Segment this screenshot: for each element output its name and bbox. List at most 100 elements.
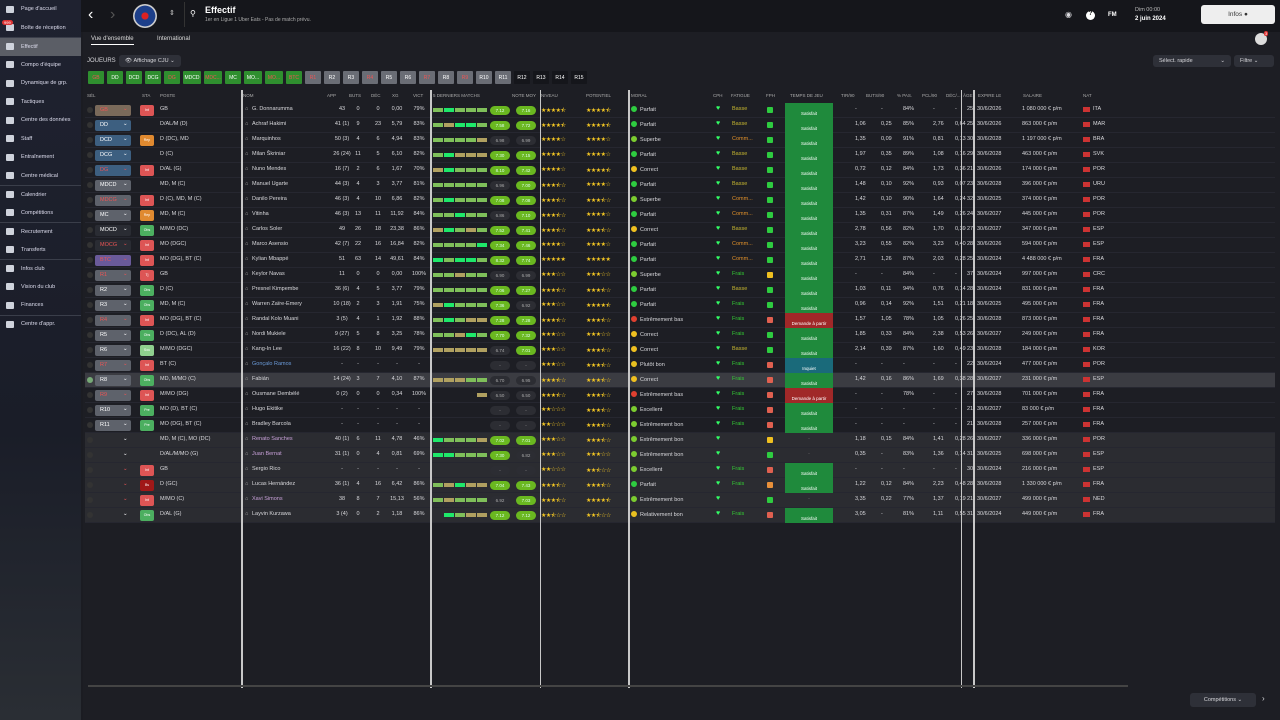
select-radio[interactable] — [87, 332, 93, 338]
search-icon[interactable]: ⚲ — [190, 9, 196, 18]
role-dropdown[interactable]: R6 ⌄ — [95, 345, 131, 356]
column-header[interactable]: ÂGE — [963, 93, 973, 98]
club-crest-logo[interactable] — [133, 4, 157, 28]
role-dropdown[interactable]: ⌄ — [95, 480, 131, 491]
formation-button[interactable]: R12 — [514, 71, 530, 84]
sidebar-item[interactable]: Recrutement — [0, 222, 81, 241]
sidebar-item[interactable]: Calendrier — [0, 185, 81, 204]
globe-icon[interactable]: ◉ — [1065, 10, 1072, 19]
table-row[interactable]: R9 ⌄ Int M/MO (DG) ⌂ Ousmane Dembélé 0 (2) 0 0 0,… — [85, 388, 1275, 403]
column-header[interactable]: DÉC — [371, 93, 381, 98]
role-dropdown[interactable]: ⌄ — [95, 450, 131, 461]
sidebar-item[interactable]: Entraînement — [0, 148, 81, 167]
table-row[interactable]: MDCD ⌄ MD, M (C) ⌂ Manuel Ugarte 44 (3) 4 3 3,77… — [85, 178, 1275, 193]
role-dropdown[interactable]: R4 ⌄ — [95, 315, 131, 326]
sidebar-item[interactable]: Compétitions — [0, 204, 81, 223]
select-radio[interactable] — [87, 287, 93, 293]
sidebar-item[interactable]: Boîte de réception 999 — [0, 19, 81, 38]
select-radio[interactable] — [87, 317, 93, 323]
formation-button[interactable]: R15 — [571, 71, 587, 84]
filter-button[interactable]: Filtre ⌄ — [1234, 55, 1274, 67]
select-radio[interactable] — [87, 497, 93, 503]
role-dropdown[interactable]: ⌄ — [95, 510, 131, 521]
table-row[interactable]: R4 ⌄ Int MO (DG), BT (C) ⌂ Randal Kolo Muani 3… — [85, 313, 1275, 328]
role-dropdown[interactable]: MOCD ⌄ — [95, 225, 131, 236]
formation-button[interactable]: R13 — [533, 71, 549, 84]
role-dropdown[interactable]: R8 ⌄ — [95, 375, 131, 386]
role-dropdown[interactable]: MDCG ⌄ — [95, 195, 131, 206]
select-radio[interactable] — [87, 137, 93, 143]
table-row[interactable]: DG ⌄ Int D/AL (G) ⌂ Nuno Mendes 16 (7) 2 6 1,67 70… — [85, 163, 1275, 178]
role-dropdown[interactable]: DCG ⌄ — [95, 150, 131, 161]
role-dropdown[interactable]: DG ⌄ — [95, 165, 131, 176]
table-row[interactable]: ⌄ Bs D (GC) ⌂ Lucas Hernández 36 (1) 4 16 6,42 86… — [85, 478, 1275, 493]
column-header[interactable]: STA — [142, 93, 151, 98]
table-row[interactable]: R6 ⌄ Sou M/MO (DGC) ⌂ Kang-In Lee 16 (22) 8 10 9,… — [85, 343, 1275, 358]
column-header[interactable]: APP — [327, 93, 337, 98]
help-icon[interactable]: ? — [1086, 11, 1095, 20]
column-header[interactable]: NOTE MOY — [512, 93, 537, 98]
infos-button[interactable]: Infos ● — [1201, 5, 1275, 24]
table-row[interactable]: R10 ⌄ Pre MO (D), BT (C) ⌂ Hugo Ekitike - - - - - -… — [85, 403, 1275, 418]
formation-button[interactable]: R8 — [438, 71, 454, 84]
column-header[interactable]: FPH — [766, 93, 775, 98]
role-dropdown[interactable]: R10 ⌄ — [95, 405, 131, 416]
column-header[interactable]: 5 DERNIERS MATCHS — [433, 93, 480, 98]
sidebar-item[interactable]: Tactiques — [0, 93, 81, 112]
column-header[interactable]: BUTS — [349, 93, 362, 98]
sidebar-item[interactable]: Staff — [0, 130, 81, 149]
select-radio[interactable] — [87, 407, 93, 413]
table-row[interactable]: R8 ⌄ Obs MD, M/MO (C) ⌂ Fabián 14 (24) 3 7 4,10 87… — [85, 373, 1275, 388]
view-dropdown[interactable]: 👁 Affichage CJU ⌄ — [119, 55, 181, 67]
table-row[interactable]: R5 ⌄ Obs D (DC), AL (D) ⌂ Nordi Mukiele 9 (27)… — [85, 328, 1275, 343]
table-row[interactable]: R2 ⌄ Obs D (C) ⌂ Presnel Kimpembe 36 (6) 4 5 3,77… — [85, 283, 1275, 298]
column-header[interactable]: MORAL — [631, 93, 648, 98]
formation-button[interactable]: R14 — [552, 71, 568, 84]
sidebar-item[interactable]: Vision du club — [0, 278, 81, 297]
table-row[interactable]: ⌄ Int M/MO (C) ⌂ Xavi Simons 38 8 7 15,13 56% 6.92… — [85, 493, 1275, 508]
select-radio[interactable] — [87, 302, 93, 308]
table-row[interactable]: DD ⌄ D/AL/M (D) ⌂ Achraf Hakimi 41 (1) 9 23 5,79… — [85, 118, 1275, 133]
table-row[interactable]: ⌄ MD, M (C), MO (DC) ⌂ Renato Sanches 40 (1)… — [85, 433, 1275, 448]
select-radio[interactable] — [87, 452, 93, 458]
formation-button[interactable]: R1 — [305, 71, 321, 84]
role-dropdown[interactable]: R11 ⌄ — [95, 420, 131, 431]
select-radio[interactable] — [87, 512, 93, 518]
formation-button[interactable]: MC — [225, 71, 241, 84]
sidebar-item[interactable]: Dynamique de grp. — [0, 74, 81, 93]
formation-button[interactable]: R7 — [419, 71, 435, 84]
table-row[interactable]: BTC ⌄ Int MO (DG), BT (C) ⌂ Kylian Mbappé 51 63… — [85, 253, 1275, 268]
select-radio[interactable] — [87, 467, 93, 473]
column-header[interactable]: NOM — [243, 93, 254, 98]
sidebar-item[interactable]: Page d'accueil — [0, 0, 81, 19]
role-dropdown[interactable]: ⌄ — [95, 435, 131, 446]
select-radio[interactable] — [87, 377, 93, 383]
role-dropdown[interactable]: DD ⌄ — [95, 120, 131, 131]
column-header[interactable]: VICT — [413, 93, 424, 98]
table-row[interactable]: MDCG ⌄ Int D (C), MD, M (C) ⌂ Danilo Pereira 4… — [85, 193, 1275, 208]
formation-button[interactable]: MDCD — [183, 71, 201, 84]
column-header[interactable]: XG — [392, 93, 399, 98]
formation-button[interactable]: R6 — [400, 71, 416, 84]
column-header[interactable]: SÉL — [87, 93, 96, 98]
select-radio[interactable] — [87, 167, 93, 173]
select-radio[interactable] — [87, 362, 93, 368]
role-dropdown[interactable]: R3 ⌄ — [95, 300, 131, 311]
formation-button[interactable]: MO... — [244, 71, 262, 84]
club-switch-icon[interactable]: ⇕ — [169, 10, 175, 17]
select-radio[interactable] — [87, 212, 93, 218]
select-radio[interactable] — [87, 482, 93, 488]
tab-international[interactable]: International — [157, 36, 191, 42]
table-row[interactable]: R1 ⌄ Tj GB ⌂ Keylor Navas 11 0 0 0,00 100% 6.90 6.99… — [85, 268, 1275, 283]
formation-button[interactable]: DCG — [145, 71, 161, 84]
table-row[interactable]: DCD ⌄ Rep D (DC), MD ⌂ Marquinhos 50 (3) 4 6 4,94… — [85, 133, 1275, 148]
select-radio[interactable] — [87, 422, 93, 428]
sidebar-item[interactable]: Effectif — [0, 37, 81, 56]
select-radio[interactable] — [87, 392, 93, 398]
role-dropdown[interactable]: R2 ⌄ — [95, 285, 131, 296]
sidebar-item[interactable]: Centre d'appr. — [0, 314, 81, 334]
column-header[interactable]: BUTS/90 — [866, 93, 885, 98]
select-radio[interactable] — [87, 347, 93, 353]
formation-button[interactable]: GB — [88, 71, 104, 84]
quick-select-dropdown[interactable]: Sélect. rapide ⌄ — [1153, 55, 1231, 67]
